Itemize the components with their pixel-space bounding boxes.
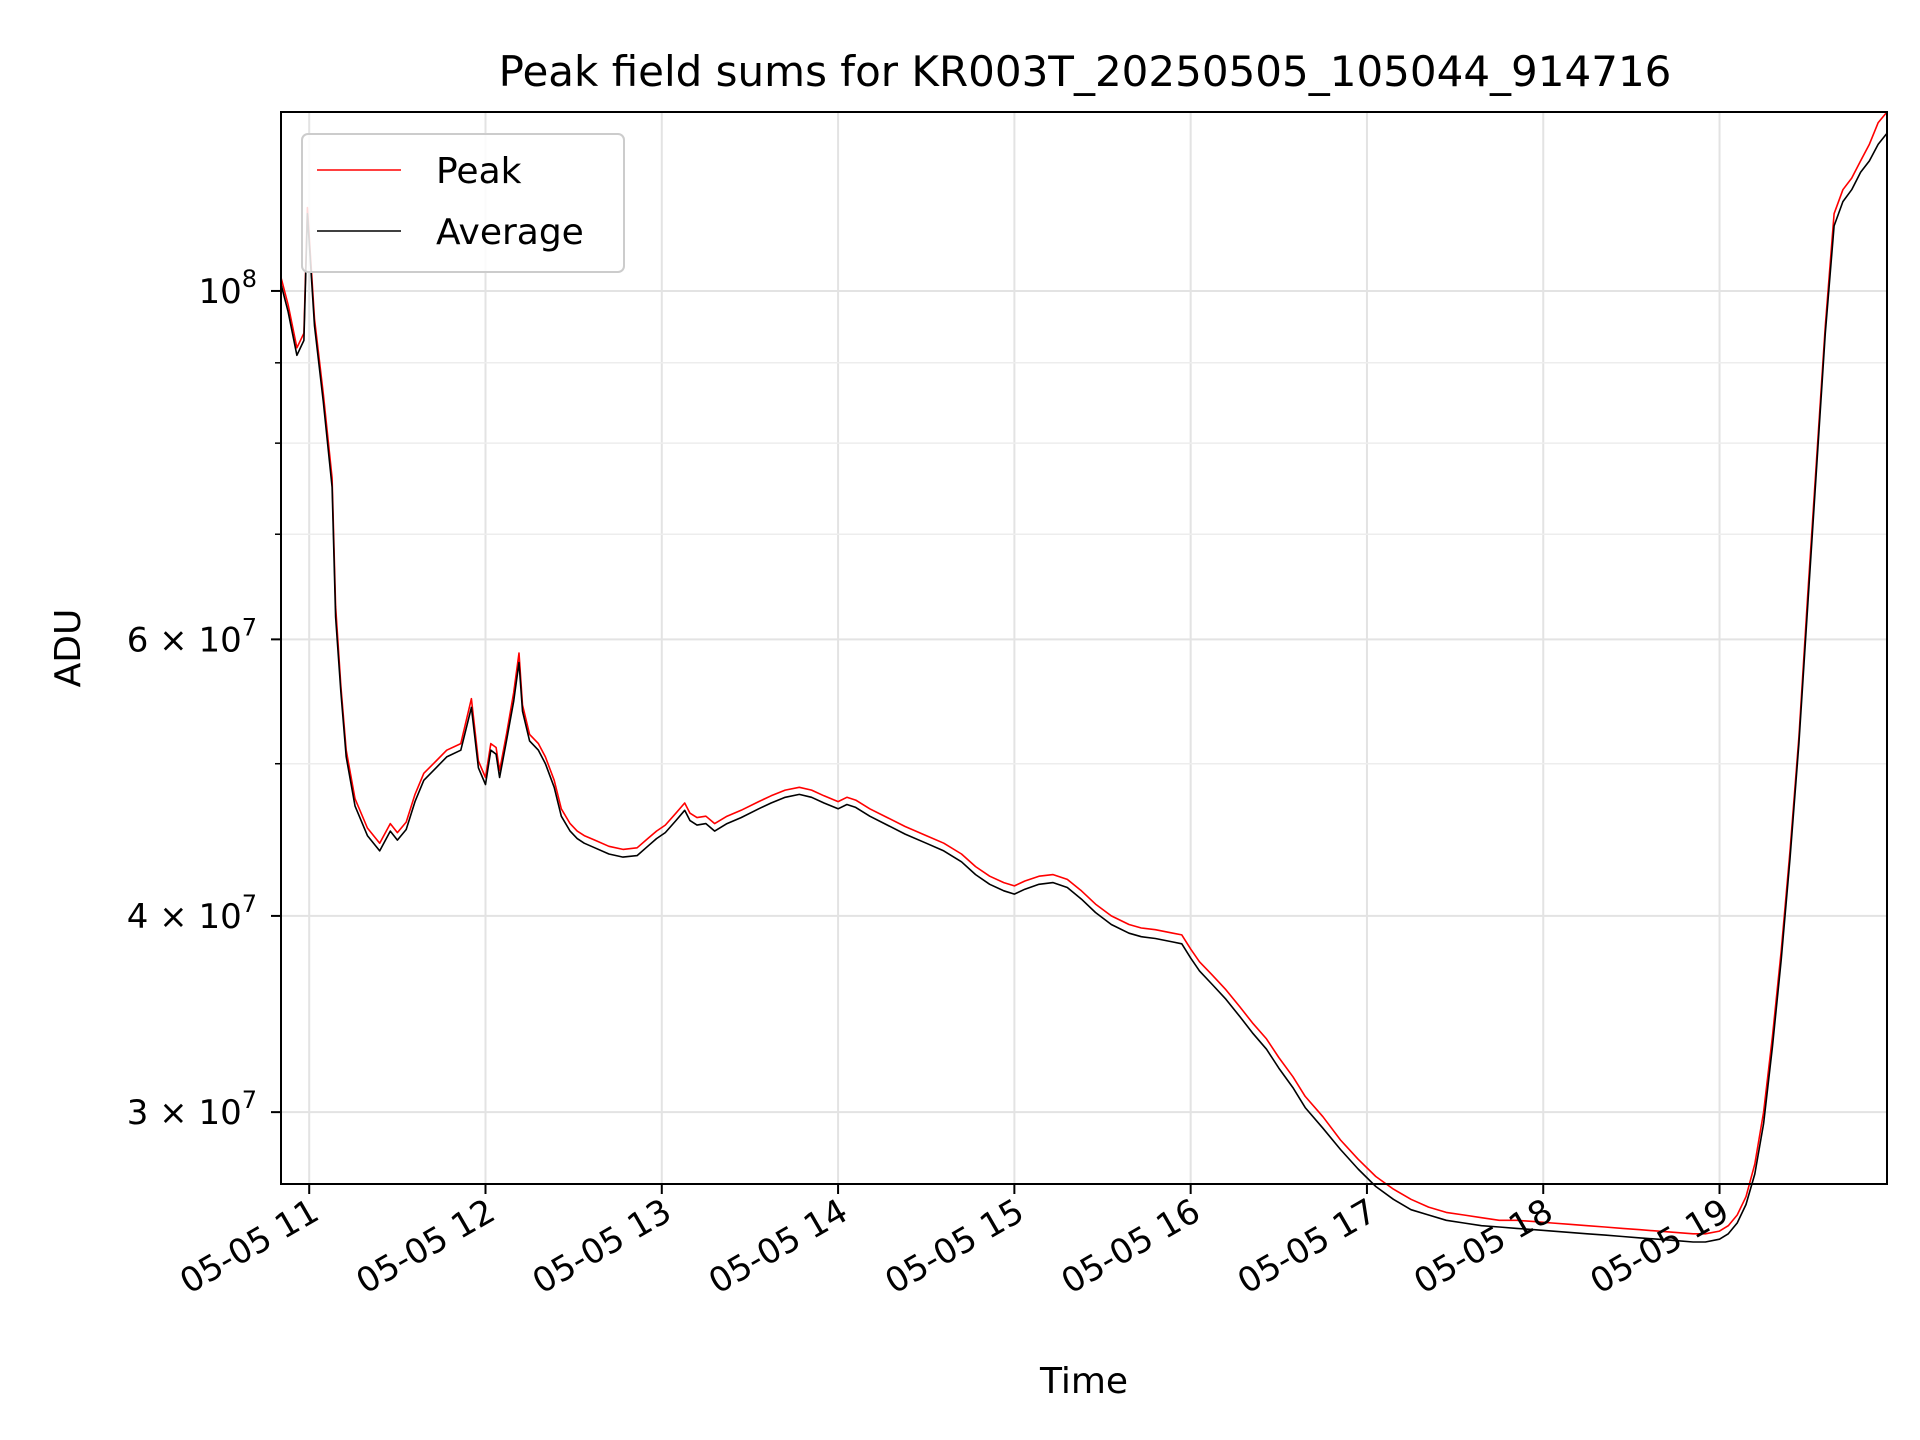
y-tick-label: 6 × 107 xyxy=(127,613,257,660)
legend-label-peak: Peak xyxy=(436,151,522,192)
series-layer xyxy=(280,111,1888,1243)
y-axis-label: ADU xyxy=(48,609,89,688)
legend-box xyxy=(301,133,625,273)
legend-label-average: Average xyxy=(436,212,584,253)
series-line-average xyxy=(280,132,1888,1243)
plot-frame xyxy=(280,111,1888,1185)
grid xyxy=(281,112,1887,1184)
chart-title: Peak field sums for KR003T_20250505_1050… xyxy=(499,47,1672,96)
y-axis: 108 6 × 107 4 × 107 3 × 107 xyxy=(127,265,281,1133)
y-tick-label: 4 × 107 xyxy=(127,890,257,937)
y-tick-label: 108 xyxy=(198,265,257,312)
y-tick-label: 3 × 107 xyxy=(127,1086,257,1133)
x-axis-label: Time xyxy=(1039,1361,1128,1402)
legend: Peak Average xyxy=(301,133,625,273)
